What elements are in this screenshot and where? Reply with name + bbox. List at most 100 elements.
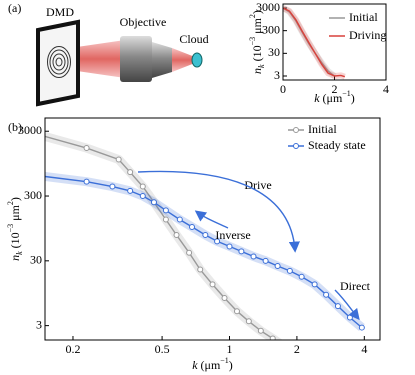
label-part: )	[351, 91, 355, 105]
series-band	[45, 132, 283, 340]
point	[311, 281, 318, 288]
point	[176, 216, 183, 223]
point	[150, 199, 157, 206]
point	[139, 183, 146, 190]
point	[245, 318, 252, 325]
dmd	[36, 19, 80, 107]
point	[209, 281, 216, 288]
x-tick-label: 2	[332, 82, 338, 96]
point	[274, 262, 281, 269]
point	[162, 216, 169, 223]
beam	[172, 48, 195, 72]
x-axis-label: k (μm−1)	[192, 356, 233, 371]
point	[283, 345, 288, 350]
direct-arrow	[334, 289, 360, 321]
x-tick-label: 2	[294, 342, 300, 356]
beam	[70, 40, 125, 78]
label-part: n	[250, 68, 264, 74]
point	[202, 232, 209, 239]
label-part: μm	[8, 204, 22, 223]
series-line	[45, 175, 363, 329]
objective	[120, 36, 152, 82]
label-part: (10	[8, 232, 22, 251]
label-part: 2	[6, 201, 15, 205]
label-part: (μm	[320, 91, 343, 105]
series-band	[45, 172, 365, 332]
point	[226, 243, 233, 250]
point	[257, 327, 264, 334]
point	[323, 291, 330, 298]
label-part: n	[8, 255, 22, 261]
label-part: (10	[250, 45, 264, 64]
objective-tip	[152, 42, 172, 78]
x-axis-label: k (μm−1)	[314, 89, 355, 104]
label-part: )	[229, 358, 233, 372]
label-part: μm	[250, 17, 264, 36]
y-axis-label: nk (10−3 μm2)	[6, 197, 24, 261]
label-part: −3	[6, 224, 15, 233]
label-part: )	[250, 10, 264, 14]
label-part: (μm	[198, 358, 221, 372]
legend-label: Initial	[349, 10, 378, 24]
legend-marker	[293, 143, 299, 149]
y-tick-label: 30	[30, 253, 42, 267]
label-part: k	[15, 251, 24, 255]
point	[83, 178, 90, 185]
label-part: −1	[342, 89, 351, 98]
point	[358, 324, 365, 331]
point	[188, 223, 195, 230]
point	[334, 303, 341, 310]
axes-frame	[282, 3, 387, 81]
point	[214, 238, 221, 245]
point	[262, 257, 269, 264]
point	[346, 314, 353, 321]
inverse-arrow	[194, 210, 229, 229]
point	[109, 183, 116, 190]
x-tick-label: 1	[226, 342, 232, 356]
panel-a-diagram: (a) DMD Objective Cloud	[8, 1, 209, 107]
objective-label: Objective	[120, 15, 167, 29]
annotation: Inverse	[215, 228, 250, 242]
point	[173, 232, 180, 239]
legend-label: Steady state	[308, 138, 366, 152]
point	[221, 295, 228, 302]
dmd-label: DMD	[46, 5, 74, 19]
series-line	[45, 135, 277, 340]
label-part: k	[257, 64, 266, 68]
legend-label: Initial	[308, 122, 337, 136]
point	[162, 207, 169, 214]
cloud	[191, 52, 203, 68]
point	[139, 193, 146, 200]
point	[83, 145, 90, 152]
x-tick-label: 4	[361, 342, 367, 356]
label-part: k	[314, 91, 320, 105]
y-axis-label: nk (10−3 μm2)	[248, 10, 266, 74]
series-line	[283, 7, 346, 78]
y-tick-label: 3	[274, 68, 280, 82]
label-part: −3	[248, 37, 257, 46]
label-part: 2	[248, 14, 257, 18]
point	[233, 308, 240, 315]
legend-marker	[293, 127, 299, 133]
y-tick-label: 300	[24, 188, 42, 202]
x-tick-label: 4	[383, 82, 389, 96]
y-tick-label: 3000	[256, 0, 280, 14]
cloud-label: Cloud	[179, 32, 208, 46]
panel-label: (b)	[8, 120, 22, 134]
axes-frame	[44, 117, 381, 341]
dmd-rings	[47, 46, 71, 78]
point	[238, 248, 245, 255]
label-part: )	[8, 197, 22, 201]
point	[127, 169, 134, 176]
point	[269, 335, 276, 340]
y-tick-label: 30	[268, 45, 280, 59]
annotation: Direct	[340, 279, 371, 293]
point	[298, 273, 305, 280]
point	[250, 253, 257, 260]
label-part: k	[192, 358, 198, 372]
drive-arrow	[137, 170, 300, 253]
x-tick-label: 0	[280, 82, 286, 96]
x-tick-label: 0.2	[65, 342, 80, 356]
